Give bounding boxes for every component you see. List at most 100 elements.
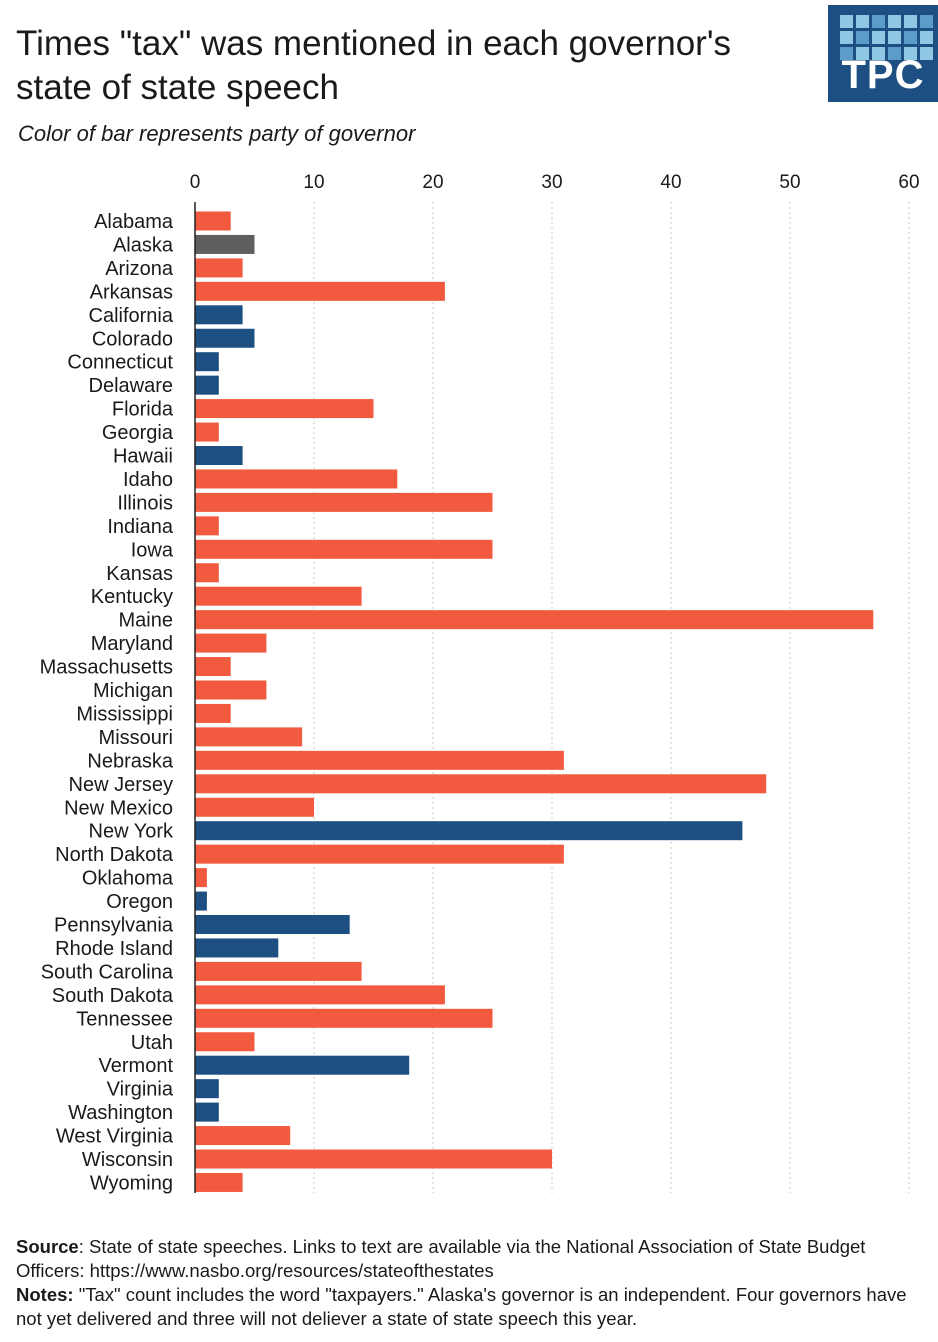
bar bbox=[195, 680, 267, 700]
logo-square bbox=[904, 15, 917, 28]
category-label: Rhode Island bbox=[55, 938, 173, 960]
category-label: Michigan bbox=[93, 680, 173, 702]
bar bbox=[195, 492, 493, 512]
category-label: New York bbox=[89, 821, 174, 843]
category-label: South Dakota bbox=[52, 985, 174, 1007]
category-label: South Carolina bbox=[41, 961, 174, 983]
category-label: North Dakota bbox=[55, 844, 174, 866]
category-label: Alaska bbox=[113, 234, 174, 256]
bar bbox=[195, 750, 564, 770]
logo-square bbox=[888, 47, 901, 60]
bar bbox=[195, 844, 564, 864]
category-label: New Jersey bbox=[69, 774, 173, 796]
x-tick-label: 30 bbox=[541, 172, 562, 193]
category-label: Virginia bbox=[107, 1079, 174, 1101]
bar bbox=[195, 375, 219, 395]
bar bbox=[195, 985, 445, 1005]
bar bbox=[195, 1055, 410, 1075]
category-label: Wisconsin bbox=[82, 1149, 173, 1171]
category-label: Mississippi bbox=[76, 703, 173, 725]
logo-square bbox=[840, 47, 853, 60]
notes-label: Notes: bbox=[16, 1284, 74, 1305]
logo-square bbox=[840, 15, 853, 28]
category-label: Maryland bbox=[91, 633, 173, 655]
bar bbox=[195, 211, 231, 231]
footer: Source: State of state speeches. Links t… bbox=[16, 1235, 921, 1331]
logo-square bbox=[920, 31, 933, 44]
source-text: : State of state speeches. Links to text… bbox=[16, 1236, 866, 1281]
category-label: Connecticut bbox=[67, 352, 173, 374]
logo-square bbox=[888, 31, 901, 44]
chart-subtitle: Color of bar represents party of governo… bbox=[18, 121, 416, 146]
bar bbox=[195, 868, 207, 888]
category-label: New Mexico bbox=[64, 797, 173, 819]
source-note: Source: State of state speeches. Links t… bbox=[16, 1235, 921, 1283]
logo-square bbox=[872, 31, 885, 44]
category-label: Oregon bbox=[106, 891, 173, 913]
bar bbox=[195, 703, 231, 723]
bar bbox=[195, 915, 350, 934]
category-label: Nebraska bbox=[87, 750, 173, 772]
bar bbox=[195, 469, 398, 489]
bar bbox=[195, 1126, 291, 1146]
chart-title-line-2: state of state speech bbox=[16, 68, 339, 107]
logo-square bbox=[856, 31, 869, 44]
category-label: Washington bbox=[68, 1102, 173, 1124]
bar bbox=[195, 563, 219, 583]
logo-square bbox=[872, 15, 885, 28]
bar bbox=[195, 539, 493, 559]
bar bbox=[195, 258, 243, 278]
bar bbox=[195, 328, 255, 348]
category-label: Maine bbox=[119, 610, 173, 632]
category-label: Oklahoma bbox=[82, 868, 174, 890]
bar bbox=[195, 1008, 493, 1028]
category-label: Pennsylvania bbox=[54, 915, 174, 937]
logo-square bbox=[840, 31, 853, 44]
category-label: Utah bbox=[131, 1032, 173, 1054]
category-label: Illinois bbox=[117, 492, 173, 514]
category-label: Missouri bbox=[99, 727, 173, 749]
bar bbox=[195, 305, 243, 325]
bar bbox=[195, 1172, 243, 1192]
bar bbox=[195, 727, 303, 747]
category-label: Arizona bbox=[105, 258, 174, 280]
category-label: West Virginia bbox=[56, 1126, 174, 1148]
notes-text: "Tax" count includes the word "taxpayers… bbox=[16, 1284, 907, 1329]
category-label: Vermont bbox=[99, 1055, 174, 1077]
x-tick-label: 0 bbox=[190, 172, 201, 193]
bar-chart: 0 10 20 30 40 50 60 AlabamaAlaskaArizonaArkansa… bbox=[40, 172, 920, 1194]
bar bbox=[195, 891, 207, 911]
notes: Notes: "Tax" count includes the word "ta… bbox=[16, 1283, 921, 1331]
category-label: Indiana bbox=[107, 516, 173, 538]
logo-square bbox=[872, 47, 885, 60]
category-label: Massachusetts bbox=[40, 657, 173, 679]
category-label: Florida bbox=[112, 399, 174, 421]
bar bbox=[195, 446, 243, 465]
category-label: Kansas bbox=[106, 563, 173, 585]
category-label: Georgia bbox=[102, 422, 174, 444]
category-label: Idaho bbox=[123, 469, 173, 491]
logo-square bbox=[888, 15, 901, 28]
bar bbox=[195, 1079, 219, 1099]
logo-square bbox=[920, 47, 933, 60]
bar bbox=[195, 281, 445, 301]
bar bbox=[195, 961, 362, 981]
x-tick-label: 40 bbox=[660, 172, 681, 193]
chart-title: Times "tax" was mentioned in each govern… bbox=[16, 22, 816, 110]
category-label: Kentucky bbox=[91, 586, 173, 608]
bar bbox=[195, 657, 231, 677]
bar bbox=[195, 586, 362, 606]
logo-square bbox=[920, 15, 933, 28]
logo-text: TPC bbox=[841, 53, 925, 97]
bar bbox=[195, 610, 874, 630]
bar bbox=[195, 352, 219, 372]
bar bbox=[195, 797, 314, 817]
bar bbox=[195, 516, 219, 536]
bar bbox=[195, 422, 219, 442]
logo-square bbox=[904, 31, 917, 44]
category-label: Colorado bbox=[92, 328, 173, 350]
source-label: Source bbox=[16, 1236, 79, 1257]
category-label: Hawaii bbox=[113, 446, 173, 468]
bar bbox=[195, 1149, 552, 1169]
bar bbox=[195, 1102, 219, 1122]
